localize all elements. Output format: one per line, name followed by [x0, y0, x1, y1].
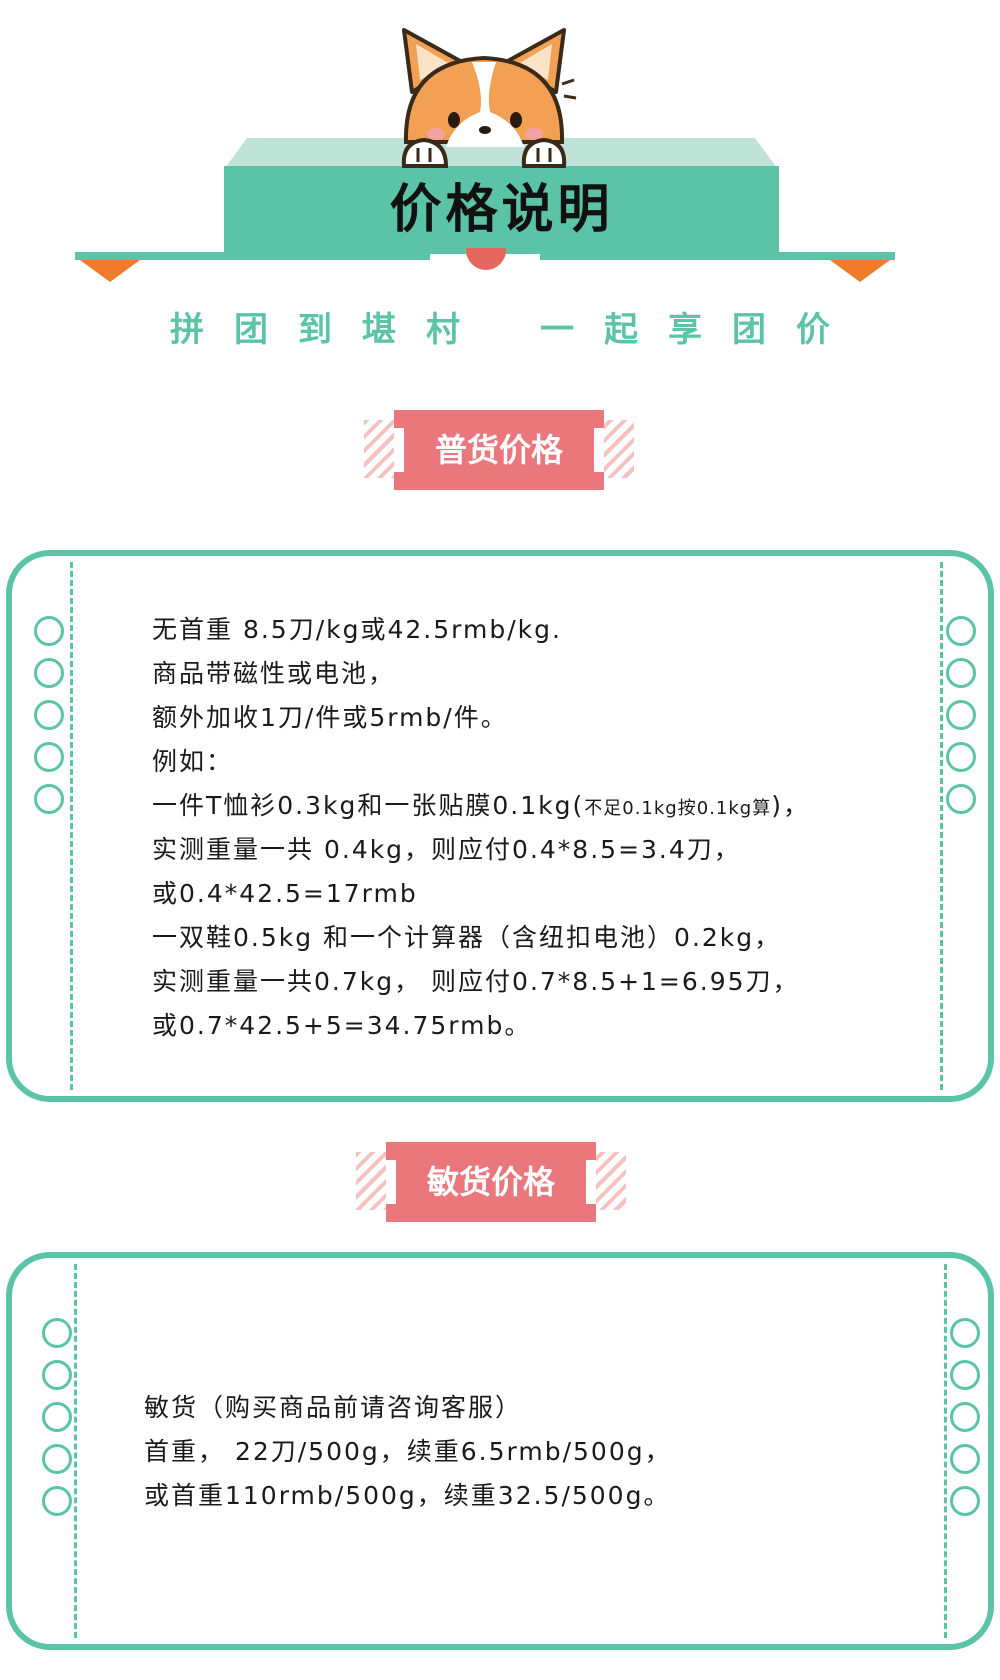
ribbon-tongue — [466, 248, 506, 270]
ring — [946, 742, 976, 772]
ring — [950, 1402, 980, 1432]
ring — [946, 784, 976, 814]
tagline-char: 拼 — [170, 310, 204, 350]
text-line: 敏货（购买商品前请咨询客服） — [144, 1393, 523, 1422]
ring — [34, 784, 64, 814]
ring — [946, 616, 976, 646]
text-note: 不足0.1kg按0.1kg算 — [584, 798, 772, 819]
text-line: 无首重 8.5刀/kg或42.5rmb/kg. — [152, 615, 562, 644]
ribbon-tip-right — [830, 260, 890, 282]
text-line: 例如： — [152, 747, 234, 776]
ring — [950, 1360, 980, 1390]
text-segment: )， — [771, 791, 810, 820]
page-title: 价格说明 — [389, 180, 614, 240]
section-title-general: 普货价格 — [434, 431, 563, 469]
ring — [42, 1360, 72, 1390]
tagline-char: 一 — [540, 310, 574, 350]
tagline-char: 起 — [604, 310, 638, 350]
card-rings-left — [42, 1318, 72, 1516]
text-line: 或首重110rmb/500g，续重32.5/500g。 — [144, 1481, 671, 1510]
ring — [950, 1318, 980, 1348]
ribbon-right — [540, 252, 895, 260]
sensitive-pricing-text: 敏货（购买商品前请咨询客服） 首重， 22刀/500g，续重6.5rmb/500… — [144, 1386, 672, 1518]
text-line: 实测重量一共0.7kg， 则应付0.7*8.5+1=6.95刀， — [152, 967, 800, 996]
tagline-char: 团 — [234, 310, 268, 350]
tagline-char: 享 — [668, 310, 702, 350]
text-line: 商品带磁性或电池， — [152, 659, 396, 688]
label-notch — [586, 1160, 596, 1204]
tagline-char: 团 — [732, 310, 766, 350]
ring — [34, 658, 64, 688]
card-dash-right — [944, 1264, 947, 1638]
ribbon-tip-left — [80, 260, 140, 282]
text-line: 一件T恤衫0.3kg和一张贴膜0.1kg(不足0.1kg按0.1kg算)， — [152, 784, 810, 828]
text-line: 一双鞋0.5kg 和一个计算器（含纽扣电池）0.2kg， — [152, 923, 782, 952]
section-label-general: 普货价格 — [364, 410, 634, 490]
ring — [42, 1486, 72, 1516]
corgi-icon — [401, 28, 577, 168]
ring — [42, 1402, 72, 1432]
ring — [950, 1444, 980, 1474]
label-notch — [386, 1160, 396, 1204]
text-line: 首重， 22刀/500g，续重6.5rmb/500g， — [144, 1437, 672, 1466]
text-segment: 一件T恤衫0.3kg和一张贴膜0.1kg( — [152, 791, 585, 820]
tagline-char: 到 — [298, 310, 332, 350]
tagline-char: 价 — [796, 310, 830, 350]
ring — [42, 1444, 72, 1474]
ring — [34, 616, 64, 646]
general-pricing-text: 无首重 8.5刀/kg或42.5rmb/kg. 商品带磁性或电池， 额外加收1刀… — [152, 608, 810, 1048]
card-rings-right — [950, 1318, 980, 1516]
text-line: 或0.7*42.5+5=34.75rmb。 — [152, 1011, 532, 1040]
text-line: 实测重量一共 0.4kg，则应付0.4*8.5=3.4刀， — [152, 835, 741, 864]
card-rings-left — [34, 616, 64, 814]
label-box — [386, 1142, 596, 1222]
card-dash-left — [74, 1264, 77, 1638]
tagline-char: 村 — [426, 310, 460, 350]
card-dash-left — [70, 562, 73, 1090]
label-notch — [394, 428, 404, 472]
label-notch — [594, 428, 604, 472]
card-sensitive: 敏货（购买商品前请咨询客服） 首重， 22刀/500g，续重6.5rmb/500… — [6, 1252, 994, 1650]
card-general: 无首重 8.5刀/kg或42.5rmb/kg. 商品带磁性或电池， 额外加收1刀… — [6, 550, 994, 1102]
page-header: 价格说明 拼团到堪村一起享团价 — [0, 0, 1000, 350]
tagline: 拼团到堪村一起享团价 — [0, 302, 1000, 351]
section-title-sensitive: 敏货价格 — [426, 1163, 555, 1201]
card-dash-right — [940, 562, 943, 1090]
ring — [42, 1318, 72, 1348]
ring — [34, 700, 64, 730]
section-label-sensitive: 敏货价格 — [356, 1142, 626, 1222]
text-line: 额外加收1刀/件或5rmb/件。 — [152, 703, 508, 732]
ring — [34, 742, 64, 772]
tagline-char: 堪 — [362, 310, 396, 350]
card-rings-right — [946, 616, 976, 814]
ring — [946, 658, 976, 688]
title-banner — [224, 166, 779, 254]
ring — [946, 700, 976, 730]
ribbon-left — [75, 252, 430, 260]
label-box — [394, 410, 604, 490]
ring — [950, 1486, 980, 1516]
text-line: 或0.4*42.5=17rmb — [152, 879, 418, 908]
